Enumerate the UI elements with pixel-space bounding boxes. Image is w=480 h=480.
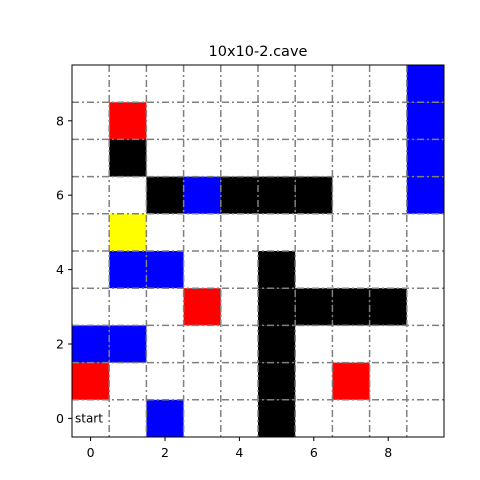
cell-blue-0-2 [72, 325, 110, 363]
cell-wall-2-6 [146, 176, 184, 214]
cell-blue-1-4 [109, 251, 147, 289]
x-tick-label: 6 [310, 445, 318, 460]
cell-blue-2-0 [146, 399, 184, 437]
x-tick-label: 8 [384, 445, 392, 460]
plot-frame [71, 64, 445, 438]
y-tick-label: 6 [56, 188, 64, 203]
cell-wall-5-0 [258, 399, 296, 437]
cell-wall-5-3 [258, 288, 296, 326]
x-tick-label: 4 [235, 445, 243, 460]
y-tick-label: 0 [56, 411, 64, 426]
cell-wall-5-2 [258, 325, 296, 363]
cells-layer [72, 65, 444, 437]
cell-blue-3-6 [183, 176, 221, 214]
cell-wall-5-6 [258, 176, 296, 214]
cell-wall-4-6 [220, 176, 258, 214]
cell-blue-2-4 [146, 251, 184, 289]
cell-blue-1-2 [109, 325, 147, 363]
cell-wall-5-4 [258, 251, 296, 289]
cell-wall-6-6 [295, 176, 333, 214]
start-label: start [75, 411, 103, 425]
y-tick-label: 4 [56, 262, 64, 277]
grid-lines [72, 65, 444, 437]
chart-title: 10x10-2.cave [209, 44, 308, 60]
cell-wall-8-3 [369, 288, 407, 326]
annotations: start [75, 411, 103, 425]
cell-blue-9-8 [406, 102, 444, 140]
y-tick-label: 2 [56, 337, 64, 352]
cell-wall-5-1 [258, 362, 296, 400]
cell-wall-6-3 [295, 288, 333, 326]
cell-red-0-1 [72, 362, 110, 400]
cell-blue-9-6 [406, 176, 444, 214]
x-tick-label: 2 [161, 445, 169, 460]
cell-blue-9-7 [406, 139, 444, 177]
cell-red-7-1 [332, 362, 370, 400]
cell-yellow-1-5 [109, 213, 147, 251]
cell-red-1-8 [109, 102, 147, 140]
x-tick-label: 0 [87, 445, 95, 460]
cell-wall-1-7 [109, 139, 147, 177]
axis-ticks: 0 2 4 6 8 0 2 4 6 8 [56, 113, 392, 460]
y-tick-label: 8 [56, 113, 64, 128]
cell-wall-7-3 [332, 288, 370, 326]
cell-red-3-3 [183, 288, 221, 326]
cell-blue-9-9 [406, 65, 444, 103]
